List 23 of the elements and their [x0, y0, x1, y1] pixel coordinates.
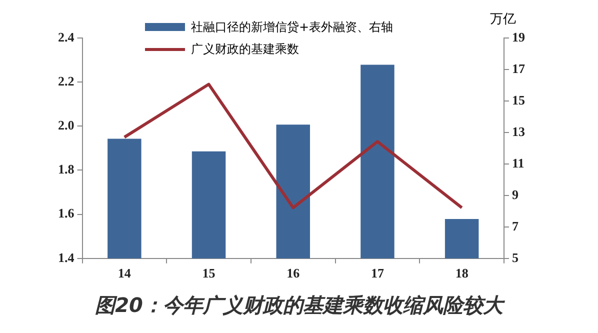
y2-tick-label: 17 — [512, 60, 526, 76]
y-tick-label: 1.8 — [58, 162, 75, 177]
y2-tick-label: 13 — [512, 124, 526, 139]
x-tick-label: 15 — [202, 266, 216, 281]
legend-label: 社融口径的新增信贷+表外融资、右轴 — [191, 19, 394, 36]
y-tick-label: 2.4 — [58, 29, 75, 44]
legend-label: 广义财政的基建乘数 — [191, 41, 299, 58]
y2-axis-title: 万亿 — [490, 11, 516, 28]
x-tick-label: 17 — [370, 266, 384, 281]
y-tick-label: 1.4 — [58, 250, 75, 265]
y-tick-label: 2.0 — [58, 118, 74, 133]
y2-tick-label: 15 — [512, 92, 526, 108]
x-tick-label: 14 — [118, 266, 132, 281]
y2-tick-label: 19 — [512, 29, 526, 44]
y2-tick-label: 5 — [512, 250, 519, 265]
y2-tick-label: 9 — [512, 186, 519, 202]
caption: 图20：今年广义财政的基建乘数收缩风险较大 — [94, 292, 506, 319]
y-tick-label: 1.6 — [58, 206, 75, 221]
y2-tick-label: 11 — [512, 155, 524, 170]
y-tick-label: 2.2 — [58, 73, 74, 88]
x-tick-label: 18 — [455, 266, 469, 281]
x-tick-label: 16 — [286, 266, 300, 281]
y2-tick-label: 7 — [512, 218, 519, 234]
